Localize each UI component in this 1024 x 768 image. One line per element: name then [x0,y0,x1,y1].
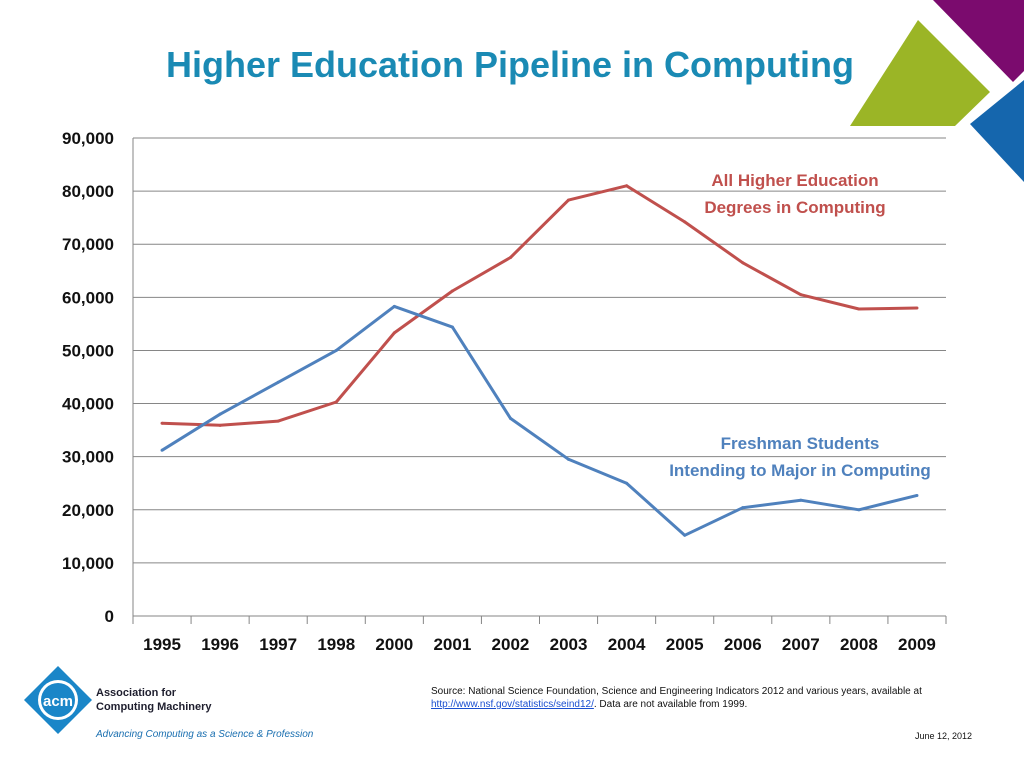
svg-text:acm: acm [43,693,73,710]
series-label: Intending to Major in Computing [669,461,931,480]
slide-date: June 12, 2012 [914,731,972,741]
x-axis-ticks: 1995 1996 1997 1998 2000 2001 2002 2003 2004 2005… [132,616,947,654]
data-point [276,419,280,423]
x-tick-label: 2006 [724,635,762,654]
page-title: Higher Education Pipeline in Computing [165,44,854,85]
x-tick-label: 2009 [898,635,936,654]
data-point [218,423,222,427]
series-label: All Higher Education [711,171,878,190]
source-note: Source: National Science Foundation, Sci… [431,685,991,711]
series-labels: All Higher Education Degrees in Computing… [669,171,931,480]
data-point [334,400,338,404]
acm-logo: acm [24,666,92,734]
acm-org-name: Association for Computing Machinery [96,686,212,714]
series-label: Degrees in Computing [704,198,885,217]
data-point [857,307,861,311]
y-tick-label: 70,000 [62,235,114,254]
source-suffix: . Data are not available from 1999. [593,699,748,710]
acm-org-name-line1: Association for [96,687,177,699]
data-point [915,306,919,310]
data-point [508,256,512,259]
data-point [392,304,396,308]
data-point [567,198,571,202]
x-tick-label: 2002 [492,635,530,654]
x-tick-label: 2007 [782,635,820,654]
data-point [508,416,512,420]
data-point [160,421,164,425]
acm-tagline: Advancing Computing as a Science & Profe… [96,729,314,740]
data-point [915,493,919,497]
y-tick-label: 60,000 [62,288,114,307]
data-point [683,533,687,537]
chart-series [160,184,919,537]
y-tick-label: 10,000 [62,554,114,573]
data-point [218,412,222,416]
data-point [160,448,164,452]
y-tick-label: 20,000 [62,501,114,520]
x-tick-label: 2008 [840,635,878,654]
x-tick-label: 2005 [666,635,704,654]
y-tick-label: 50,000 [62,341,114,360]
data-point [567,457,571,461]
series-label: Freshman Students [721,434,880,453]
data-point [683,220,687,224]
x-tick-label: 2000 [375,635,413,654]
x-tick-label: 1998 [317,635,355,654]
line-chart: 0 10,000 20,000 30,000 40,000 50,000 60,000 70,… [62,129,947,654]
x-tick-label: 1995 [143,635,181,654]
data-point [625,481,629,485]
y-tick-label: 0 [105,607,114,626]
x-tick-label: 2003 [550,635,588,654]
y-tick-label: 30,000 [62,448,114,467]
data-point [334,348,338,352]
x-tick-label: 2001 [433,635,471,654]
source-link[interactable]: http://www.nsf.gov/statistics/seind12/ [431,699,594,710]
series-line-all-degrees [161,184,918,427]
y-tick-label: 90,000 [62,129,114,148]
acm-org-name-line2: Computing Machinery [96,701,212,713]
y-tick-label: 80,000 [62,182,114,201]
data-point [741,261,745,265]
y-tick-label: 40,000 [62,395,114,414]
x-tick-label: 1996 [201,635,239,654]
data-point [276,380,280,384]
data-point [450,289,454,293]
data-point [799,293,803,297]
y-axis-ticks: 0 10,000 20,000 30,000 40,000 50,000 60,000 70,… [62,129,114,626]
data-point [625,184,629,188]
data-point [741,506,745,510]
data-point [857,508,861,512]
series-line-freshman [161,304,918,537]
x-tick-label: 2004 [608,635,646,654]
data-point [450,325,454,329]
source-prefix: Source: National Science Foundation, Sci… [431,686,922,697]
x-tick-label: 1997 [259,635,297,654]
data-point [392,331,396,335]
data-point [799,498,803,502]
